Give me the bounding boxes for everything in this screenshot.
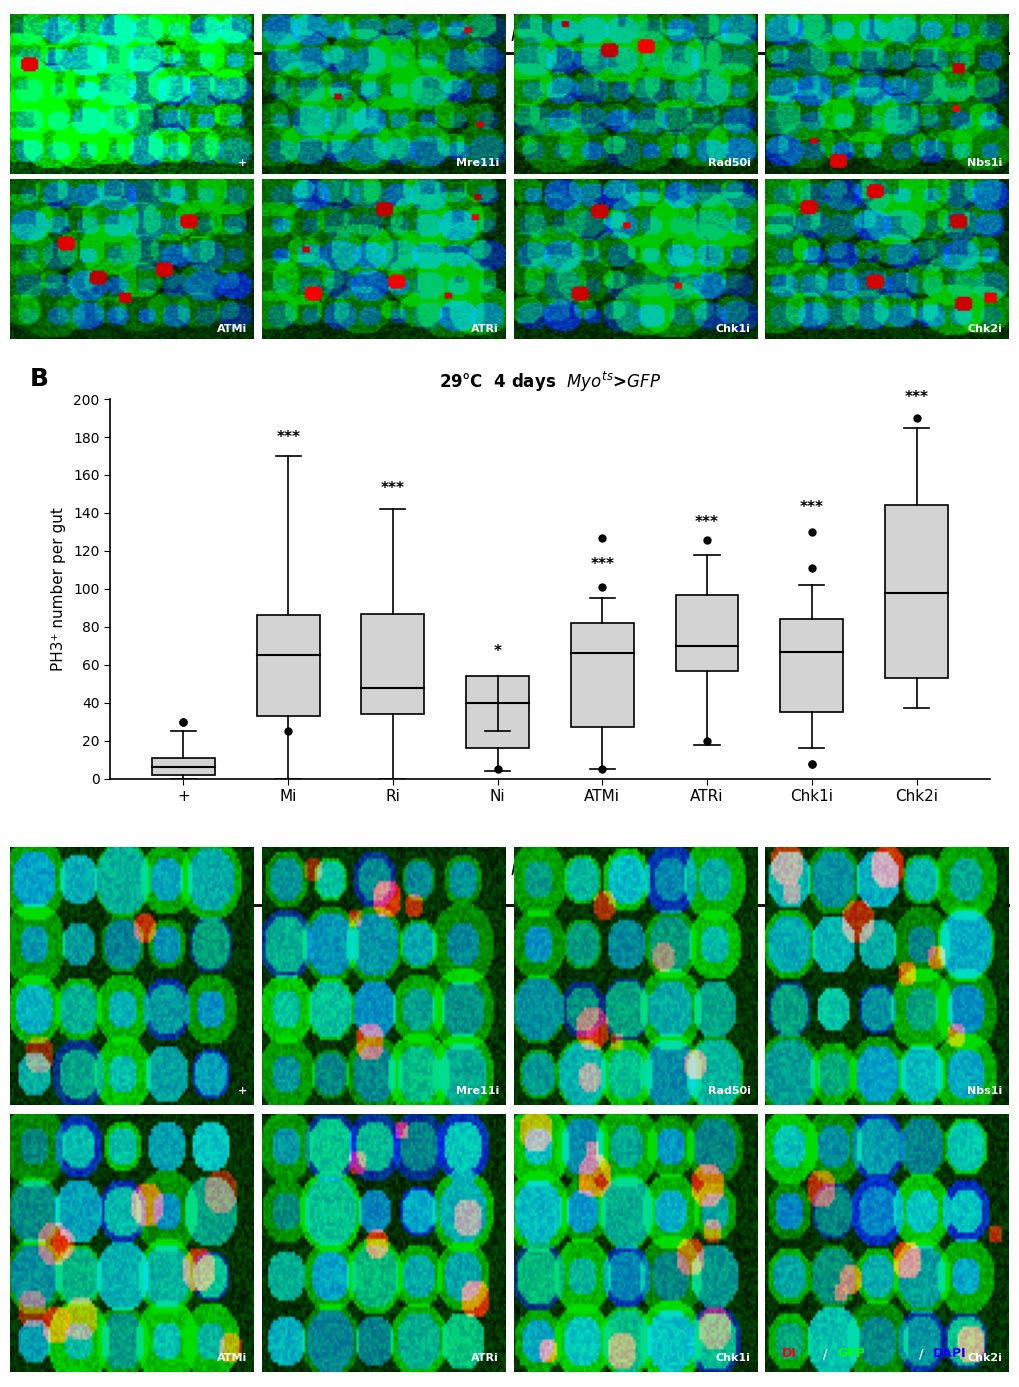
- Bar: [675, 595, 738, 670]
- Text: Mre11i: Mre11i: [455, 1086, 498, 1096]
- Text: DI: DI: [782, 1347, 796, 1361]
- Text: ATMi: ATMi: [217, 1352, 247, 1363]
- Text: DAPI: DAPI: [949, 436, 982, 449]
- Bar: [466, 677, 529, 749]
- Text: Mre11i: Mre11i: [455, 158, 498, 168]
- Text: 29°C  4 days: 29°C 4 days: [378, 24, 510, 42]
- Text: ATRi: ATRi: [471, 323, 498, 334]
- Bar: [780, 619, 843, 713]
- Text: ***: ***: [380, 481, 405, 497]
- Text: Chk1i: Chk1i: [715, 323, 750, 334]
- Text: /: /: [822, 1347, 826, 1361]
- Text: Nbs1i: Nbs1i: [966, 158, 1002, 168]
- Text: +: +: [237, 158, 247, 168]
- Text: GFP: GFP: [874, 436, 903, 449]
- Y-axis label: PH3⁺ number per gut: PH3⁺ number per gut: [51, 508, 66, 671]
- Text: A: A: [31, 24, 50, 47]
- Bar: [884, 505, 947, 678]
- Text: ATMi: ATMi: [217, 323, 247, 334]
- Text: $\mathit{Myo}^{ts}$>$\mathit{GFP}$: $\mathit{Myo}^{ts}$>$\mathit{GFP}$: [510, 857, 611, 882]
- Text: $\mathit{Myo}^{ts}$>$\mathit{GFP}$: $\mathit{Myo}^{ts}$>$\mathit{GFP}$: [510, 24, 611, 47]
- Text: Chk1i: Chk1i: [715, 1352, 750, 1363]
- Bar: [257, 616, 319, 716]
- Bar: [361, 613, 424, 714]
- Text: ***: ***: [590, 556, 613, 571]
- Text: Chk2i: Chk2i: [967, 1352, 1002, 1363]
- Bar: [571, 623, 633, 728]
- Text: ***: ***: [276, 430, 300, 445]
- Text: ATRi: ATRi: [471, 1352, 498, 1363]
- Text: 29°C  4 days: 29°C 4 days: [378, 857, 510, 875]
- Bar: [152, 757, 215, 775]
- Title: 29°C  4 days  $\mathit{Myo}^{ts}$>$\mathit{GFP}$: 29°C 4 days $\mathit{Myo}^{ts}$>$\mathit…: [438, 370, 660, 394]
- Text: PH3: PH3: [782, 436, 809, 449]
- Text: /: /: [860, 436, 865, 449]
- Text: Rad50i: Rad50i: [707, 1086, 750, 1096]
- Text: DAPI: DAPI: [932, 1347, 966, 1361]
- Text: ***: ***: [904, 390, 927, 405]
- Text: Rad50i: Rad50i: [707, 158, 750, 168]
- Text: +: +: [237, 1086, 247, 1096]
- Text: Chk2i: Chk2i: [967, 323, 1002, 334]
- Text: GFP: GFP: [837, 1347, 864, 1361]
- Text: ***: ***: [694, 515, 718, 530]
- Text: B: B: [31, 366, 49, 391]
- Text: /: /: [918, 1347, 922, 1361]
- Text: C: C: [31, 857, 49, 882]
- Text: ***: ***: [799, 499, 823, 515]
- Text: *: *: [493, 644, 501, 659]
- Text: /: /: [937, 436, 942, 449]
- Text: Nbs1i: Nbs1i: [966, 1086, 1002, 1096]
